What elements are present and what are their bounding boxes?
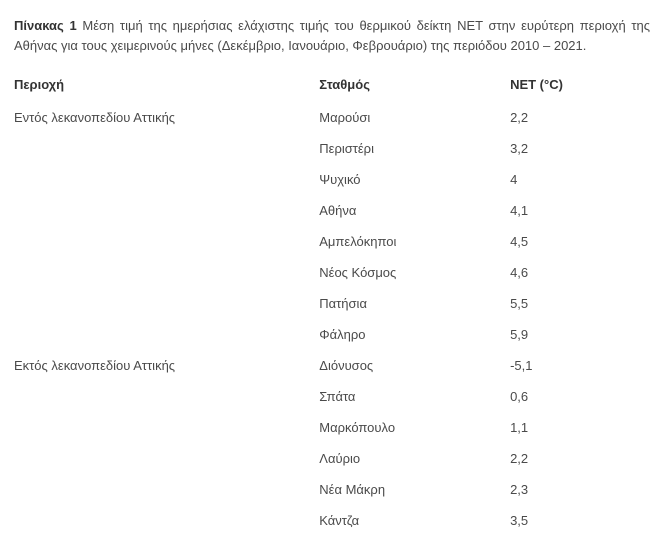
- table-row: Νέα Μάκρη2,3: [14, 474, 650, 505]
- cell-station: Ψυχικό: [319, 164, 510, 195]
- cell-net: 2,3: [510, 474, 650, 505]
- cell-station: Σπάτα: [319, 381, 510, 412]
- cell-region: [14, 226, 319, 257]
- caption-lead: Πίνακας 1: [14, 18, 77, 33]
- cell-region: [14, 505, 319, 536]
- table-row: Νέος Κόσμος4,6: [14, 257, 650, 288]
- table-row: Πατήσια5,5: [14, 288, 650, 319]
- header-row: Περιοχή Σταθμός NET (°C): [14, 69, 650, 102]
- header-station: Σταθμός: [319, 69, 510, 102]
- table-row: Ψυχικό4: [14, 164, 650, 195]
- cell-net: 4,6: [510, 257, 650, 288]
- cell-region: [14, 195, 319, 226]
- table-row: Εντός λεκανοπεδίου ΑττικήςΜαρούσι2,2: [14, 102, 650, 133]
- cell-station: Μαρούσι: [319, 102, 510, 133]
- cell-station: Διόνυσος: [319, 350, 510, 381]
- cell-region: [14, 288, 319, 319]
- table-row: Μαρκόπουλο1,1: [14, 412, 650, 443]
- cell-net: 2,2: [510, 102, 650, 133]
- cell-net: 3,5: [510, 505, 650, 536]
- cell-region: [14, 474, 319, 505]
- cell-net: 4: [510, 164, 650, 195]
- cell-station: Αμπελόκηποι: [319, 226, 510, 257]
- cell-net: 1,1: [510, 412, 650, 443]
- cell-region: Εκτός λεκανοπεδίου Αττικής: [14, 350, 319, 381]
- table-row: Κάντζα3,5: [14, 505, 650, 536]
- cell-station: Νέα Μάκρη: [319, 474, 510, 505]
- cell-net: -5,1: [510, 350, 650, 381]
- data-table: Περιοχή Σταθμός NET (°C) Εντός λεκανοπεδ…: [14, 69, 650, 536]
- cell-region: [14, 443, 319, 474]
- cell-region: [14, 133, 319, 164]
- cell-station: Κάντζα: [319, 505, 510, 536]
- cell-net: 5,5: [510, 288, 650, 319]
- cell-region: [14, 164, 319, 195]
- table-row: Αμπελόκηποι4,5: [14, 226, 650, 257]
- header-net: NET (°C): [510, 69, 650, 102]
- table-row: Σπάτα0,6: [14, 381, 650, 412]
- cell-net: 4,5: [510, 226, 650, 257]
- table-row: Περιστέρι3,2: [14, 133, 650, 164]
- table-row: Λαύριο2,2: [14, 443, 650, 474]
- caption-text: Μέση τιμή της ημερήσιας ελάχιστης τιμής …: [14, 18, 650, 53]
- cell-region: [14, 381, 319, 412]
- cell-station: Λαύριο: [319, 443, 510, 474]
- cell-net: 5,9: [510, 319, 650, 350]
- table-row: Φάληρο5,9: [14, 319, 650, 350]
- header-region: Περιοχή: [14, 69, 319, 102]
- cell-net: 2,2: [510, 443, 650, 474]
- cell-station: Μαρκόπουλο: [319, 412, 510, 443]
- cell-region: Εντός λεκανοπεδίου Αττικής: [14, 102, 319, 133]
- cell-station: Φάληρο: [319, 319, 510, 350]
- table-caption: Πίνακας 1 Μέση τιμή της ημερήσιας ελάχισ…: [14, 16, 650, 55]
- cell-net: 4,1: [510, 195, 650, 226]
- cell-region: [14, 412, 319, 443]
- table-row: Εκτός λεκανοπεδίου ΑττικήςΔιόνυσος-5,1: [14, 350, 650, 381]
- cell-net: 0,6: [510, 381, 650, 412]
- cell-net: 3,2: [510, 133, 650, 164]
- cell-station: Πατήσια: [319, 288, 510, 319]
- cell-station: Περιστέρι: [319, 133, 510, 164]
- table-row: Αθήνα4,1: [14, 195, 650, 226]
- cell-region: [14, 257, 319, 288]
- cell-station: Αθήνα: [319, 195, 510, 226]
- cell-station: Νέος Κόσμος: [319, 257, 510, 288]
- cell-region: [14, 319, 319, 350]
